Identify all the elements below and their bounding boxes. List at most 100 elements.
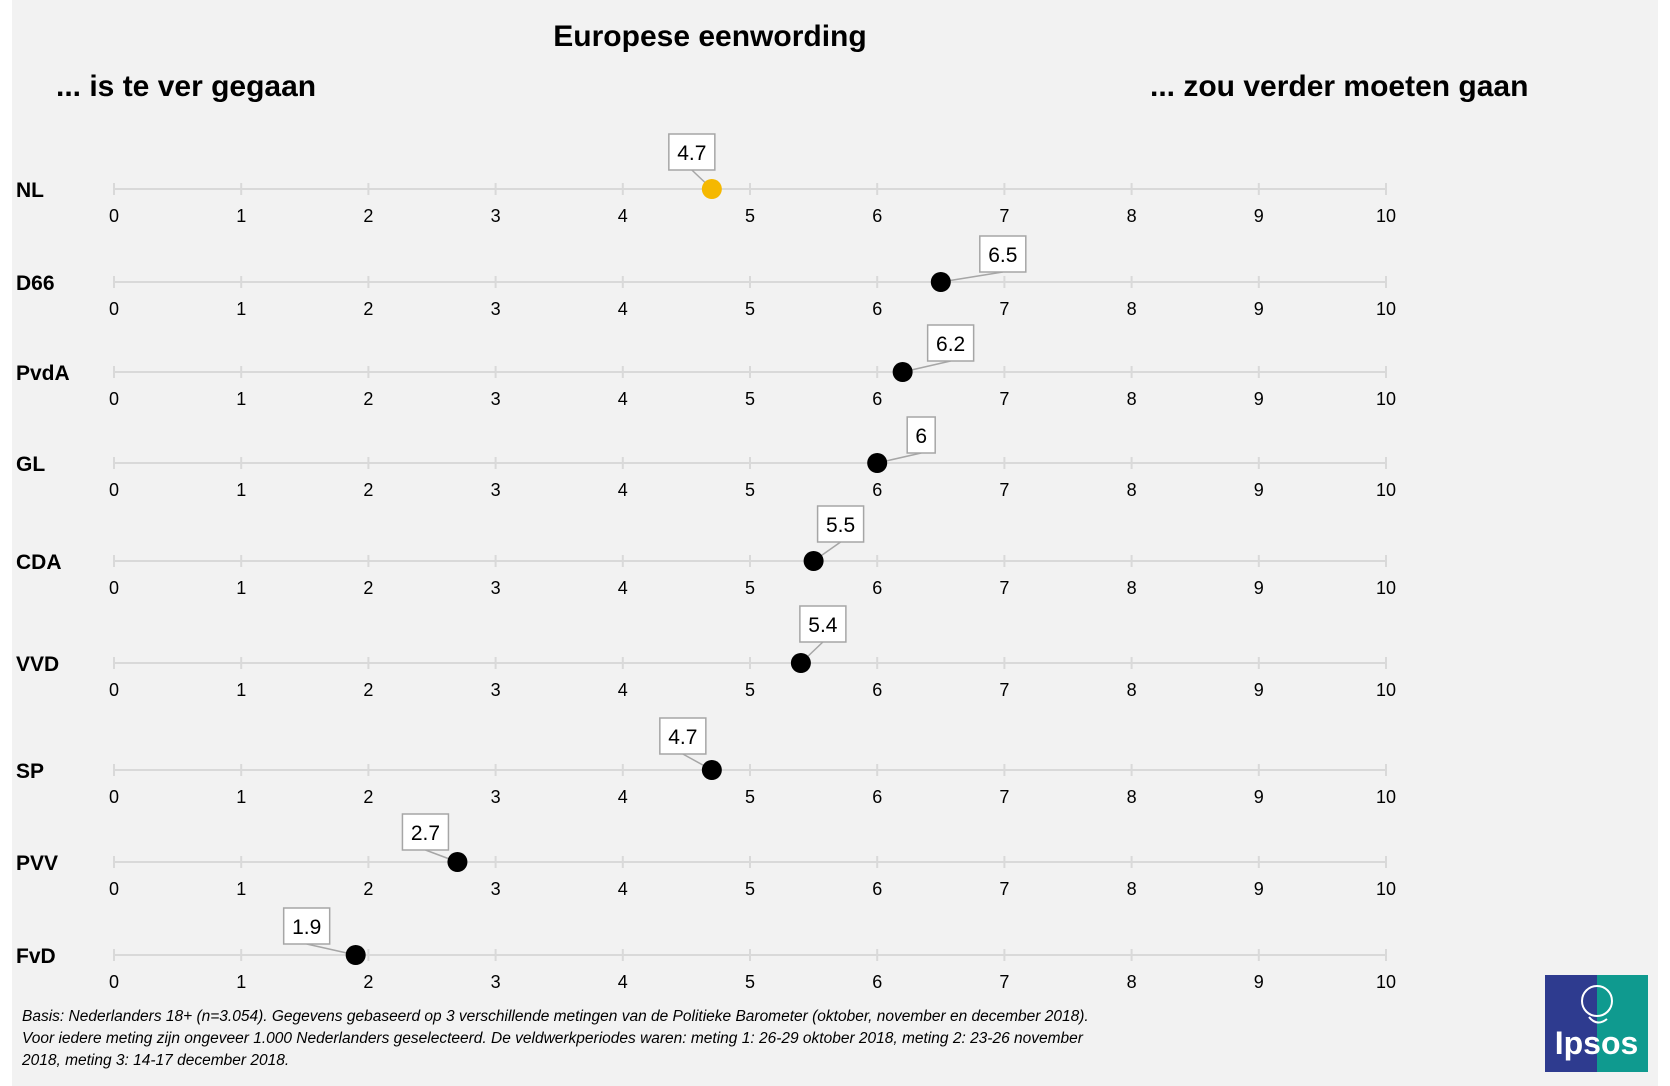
- tick-label: 4: [618, 206, 628, 226]
- chart-row-gl: GL 0 1 2 3 4 5 6 7 8 9 10 6: [16, 416, 1396, 500]
- footnote: Basis: Nederlanders 18+ (n=3.054). Gegev…: [22, 1006, 1212, 1072]
- data-label: 6.5: [988, 244, 1017, 267]
- tick-label: 7: [999, 879, 1009, 899]
- tick-label: 6: [872, 299, 882, 319]
- logo-right-panel: [1597, 975, 1648, 1072]
- tick-label: 2: [363, 972, 373, 992]
- tick-label: 1: [236, 787, 246, 807]
- tick-label: 3: [491, 787, 501, 807]
- tick-label: 6: [872, 480, 882, 500]
- tick-label: 2: [363, 680, 373, 700]
- data-label: 6: [915, 425, 927, 448]
- tick-label: 0: [109, 972, 119, 992]
- tick-label: 10: [1376, 206, 1396, 226]
- data-label: 6.2: [936, 333, 965, 356]
- tick-label: 8: [1127, 299, 1137, 319]
- tick-label: 9: [1254, 578, 1264, 598]
- tick-label: 6: [872, 879, 882, 899]
- data-point: [701, 760, 722, 780]
- tick-label: 1: [236, 879, 246, 899]
- chart-row-pvda: PvdA 0 1 2 3 4 5 6 7 8 9 10 6.2: [16, 324, 1396, 409]
- row-label: CDA: [16, 551, 62, 574]
- data-point: [867, 453, 888, 473]
- callout-box: [816, 505, 865, 543]
- tick-label: 5: [745, 879, 755, 899]
- tick-label: 5: [745, 480, 755, 500]
- tick-label: 0: [109, 879, 119, 899]
- data-label: 4.7: [668, 726, 697, 749]
- tick-label: 10: [1376, 299, 1396, 319]
- row-label: SP: [16, 760, 44, 783]
- row-label: PvdA: [16, 362, 70, 385]
- data-label: 4.7: [677, 142, 706, 165]
- callout-box: [282, 907, 331, 945]
- tick-label: 7: [999, 787, 1009, 807]
- data-point: [930, 272, 951, 292]
- data-point: [803, 551, 824, 571]
- row-label: GL: [16, 453, 45, 476]
- tick-label: 8: [1127, 680, 1137, 700]
- tick-label: 2: [363, 578, 373, 598]
- tick-label: 10: [1376, 480, 1396, 500]
- tick-label: 3: [491, 879, 501, 899]
- data-label: 5.5: [826, 514, 855, 537]
- tick-label: 7: [999, 299, 1009, 319]
- tick-label: 0: [109, 680, 119, 700]
- data-point: [892, 362, 913, 382]
- tick-label: 1: [236, 972, 246, 992]
- tick-label: 0: [109, 480, 119, 500]
- tick-label: 4: [618, 299, 628, 319]
- data-point: [345, 945, 366, 965]
- tick-label: 3: [491, 206, 501, 226]
- tick-label: 7: [999, 578, 1009, 598]
- tick-label: 4: [618, 787, 628, 807]
- tick-label: 6: [872, 206, 882, 226]
- tick-label: 4: [618, 389, 628, 409]
- tick-label: 8: [1127, 879, 1137, 899]
- tick-label: 1: [236, 206, 246, 226]
- tick-label: 0: [109, 787, 119, 807]
- tick-label: 7: [999, 480, 1009, 500]
- tick-label: 4: [618, 480, 628, 500]
- tick-label: 10: [1376, 879, 1396, 899]
- tick-label: 6: [872, 389, 882, 409]
- tick-label: 8: [1127, 389, 1137, 409]
- tick-label: 4: [618, 972, 628, 992]
- callout-box: [659, 717, 707, 755]
- data-point: [701, 179, 722, 199]
- callout-box: [906, 416, 936, 454]
- tick-label: 9: [1254, 389, 1264, 409]
- tick-label: 10: [1376, 578, 1396, 598]
- row-label: VVD: [16, 653, 59, 676]
- tick-label: 6: [872, 972, 882, 992]
- ipsos-logo: Ipsos: [1545, 975, 1648, 1072]
- tick-label: 0: [109, 389, 119, 409]
- tick-label: 9: [1254, 879, 1264, 899]
- tick-label: 1: [236, 299, 246, 319]
- data-label: 2.7: [411, 822, 440, 845]
- tick-label: 5: [745, 299, 755, 319]
- tick-label: 2: [363, 480, 373, 500]
- tick-label: 2: [363, 879, 373, 899]
- data-label: 1.9: [292, 916, 321, 939]
- tick-label: 9: [1254, 206, 1264, 226]
- tick-label: 0: [109, 206, 119, 226]
- tick-label: 4: [618, 879, 628, 899]
- logo-text: Ipsos: [1554, 1025, 1639, 1061]
- logo-left-panel: [1545, 975, 1597, 1072]
- footnote-line: 2018, meting 3: 14-17 december 2018.: [22, 1052, 290, 1069]
- tick-label: 9: [1254, 299, 1264, 319]
- callout-box: [401, 813, 450, 851]
- tick-label: 2: [363, 206, 373, 226]
- right-scale-label: ... zou verder moeten gaan: [1150, 70, 1529, 103]
- callout-box: [668, 133, 716, 171]
- tick-label: 6: [872, 787, 882, 807]
- data-point: [790, 653, 811, 673]
- tick-label: 6: [872, 680, 882, 700]
- tick-label: 3: [491, 680, 501, 700]
- tick-label: 10: [1376, 680, 1396, 700]
- data-point: [447, 852, 468, 872]
- tick-label: 5: [745, 972, 755, 992]
- tick-label: 3: [491, 480, 501, 500]
- tick-label: 9: [1254, 680, 1264, 700]
